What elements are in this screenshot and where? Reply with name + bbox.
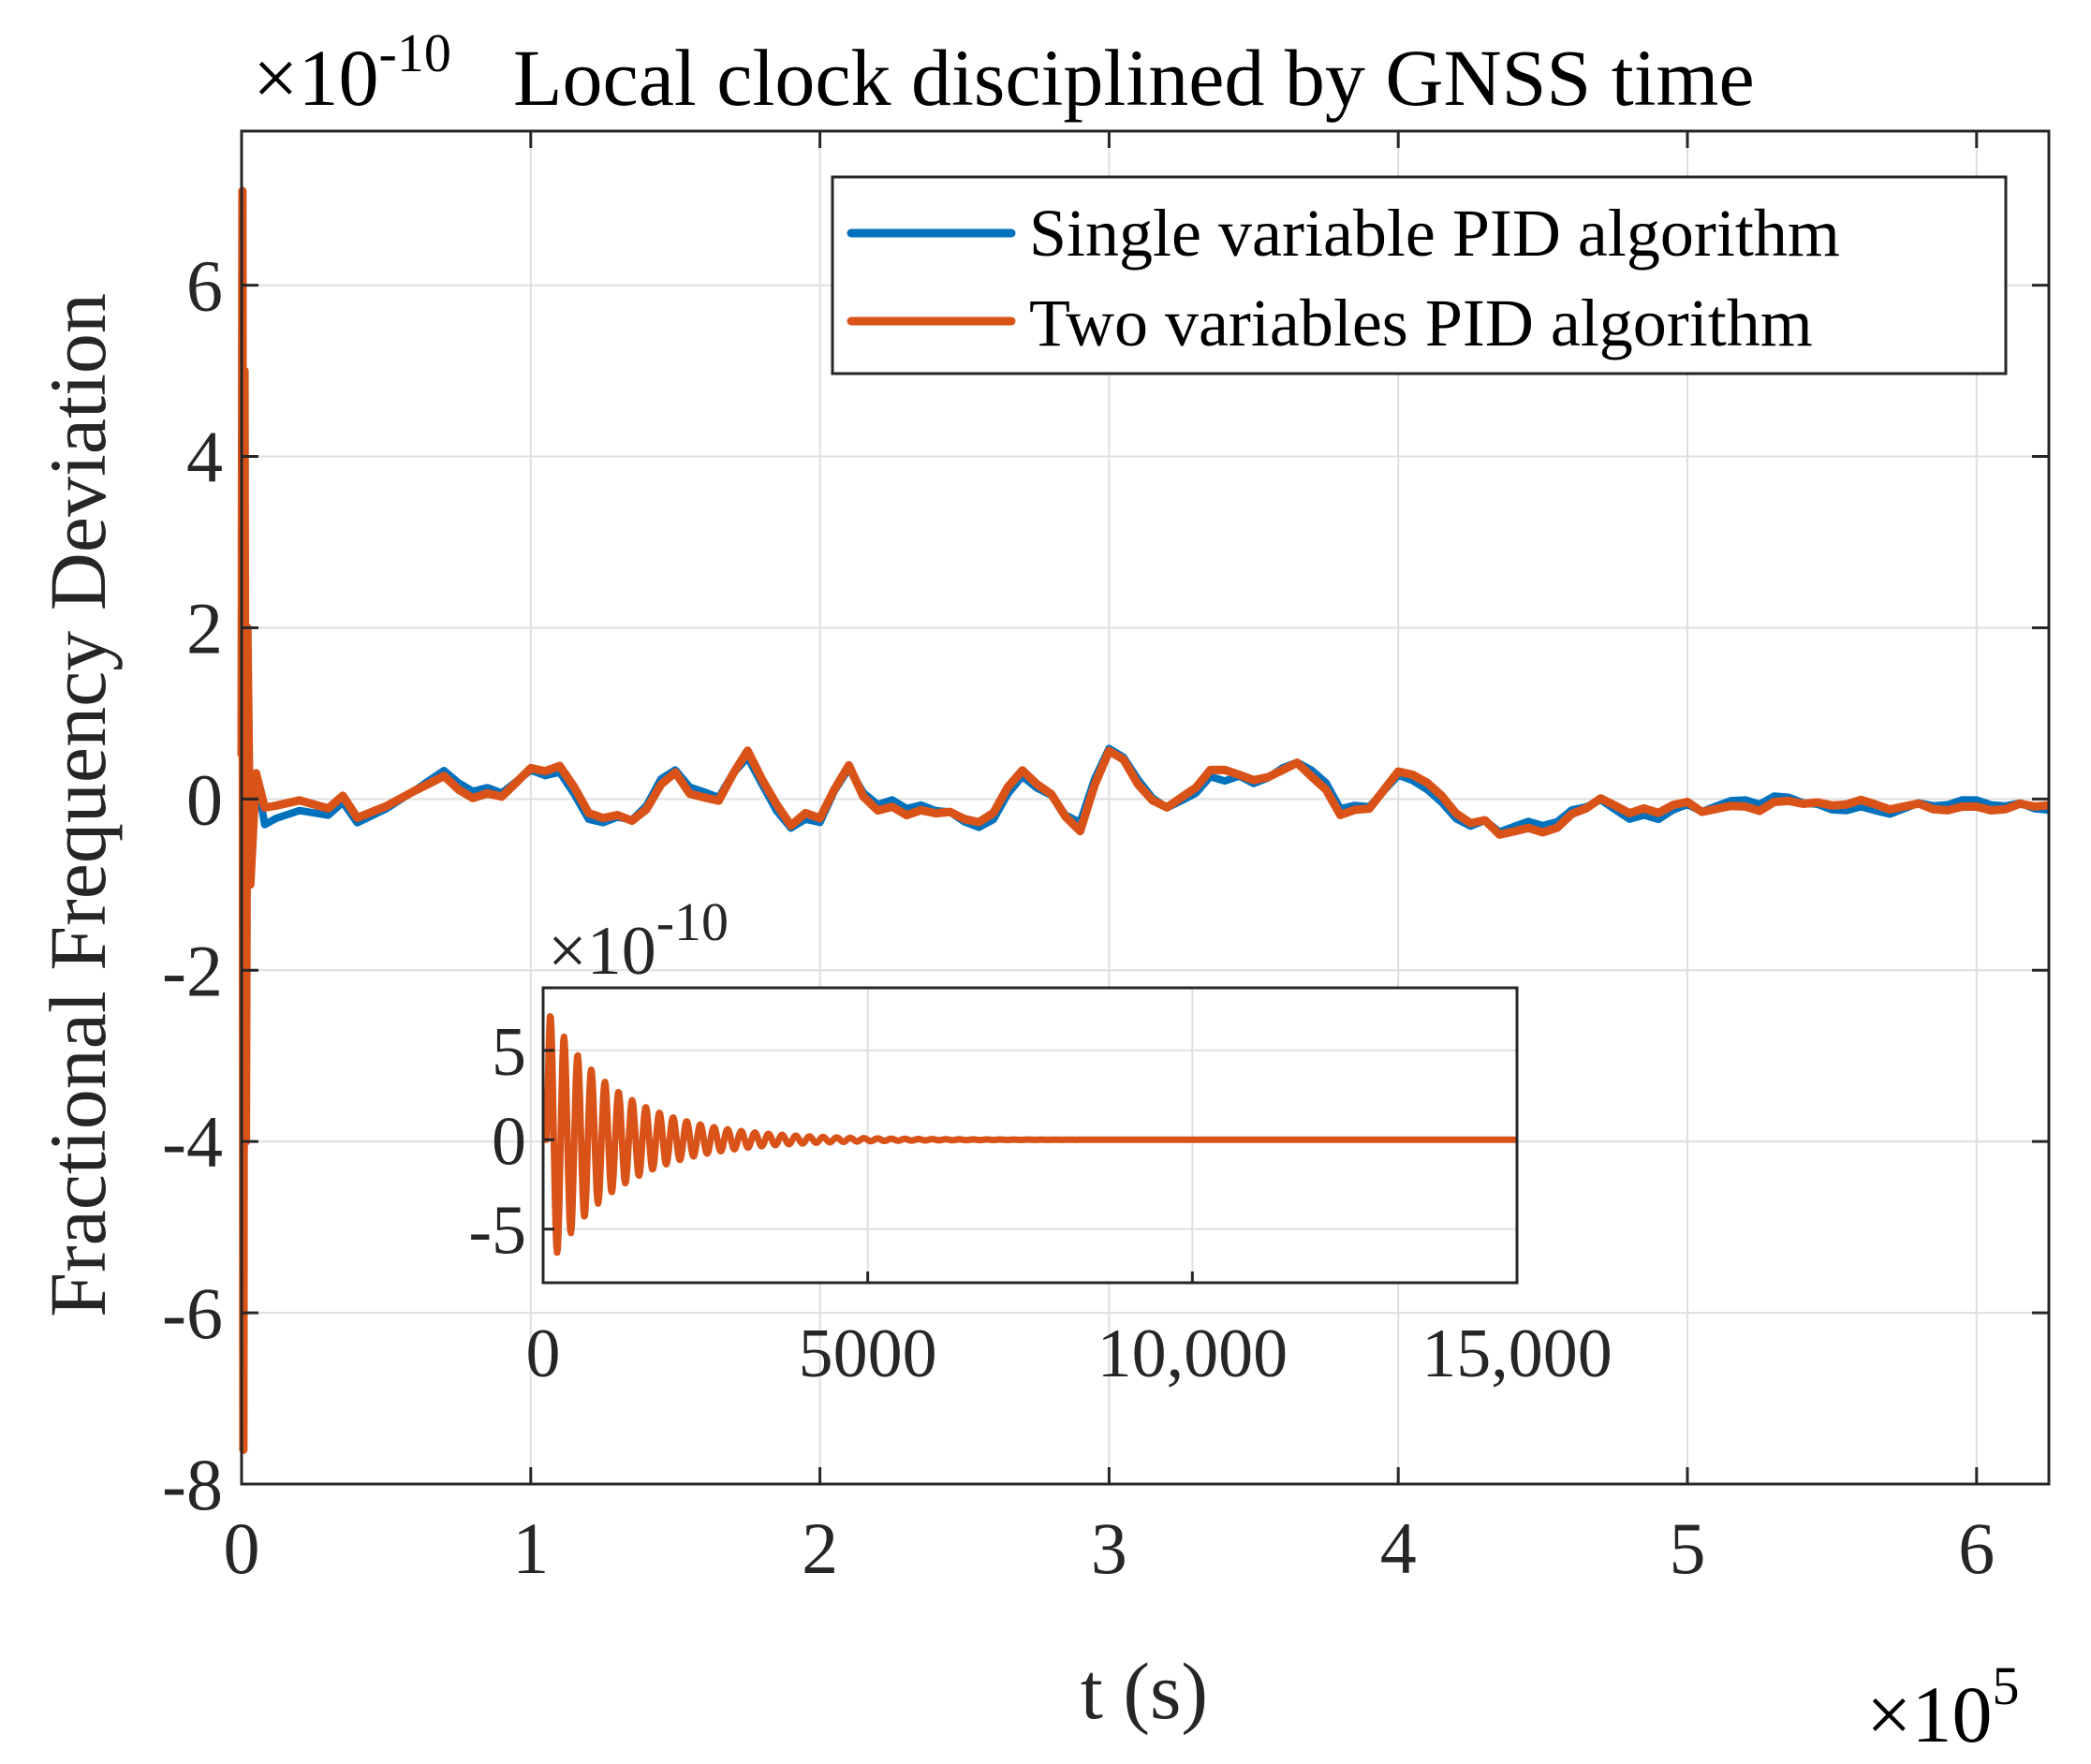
legend-label-two: Two variables PID algorithm bbox=[1029, 286, 1813, 360]
y-tick-label: 0 bbox=[186, 758, 223, 840]
chart-title: Local clock disciplined by GNSS time bbox=[513, 33, 1755, 123]
y-tick-label: -6 bbox=[162, 1272, 223, 1354]
inset-x-tick-label: 5000 bbox=[799, 1316, 937, 1392]
y-tick-label: -4 bbox=[162, 1101, 223, 1183]
x-exponent-power: 5 bbox=[1993, 1655, 2020, 1716]
legend-box bbox=[831, 175, 2008, 375]
x-tick-label: 6 bbox=[1958, 1507, 1995, 1589]
inset-y-exponent-base: ×10 bbox=[548, 913, 656, 990]
inset-y-exponent-power: -10 bbox=[656, 891, 729, 952]
y-axis-label: Fractional Frequency Deviation bbox=[33, 293, 123, 1317]
series-line-two bbox=[237, 186, 2050, 1454]
inset-y-tick-label: -5 bbox=[468, 1193, 526, 1270]
x-exponent: ×105 bbox=[1866, 1655, 2020, 1759]
inset-y-tick-label: 0 bbox=[492, 1103, 526, 1180]
y-tick-label: 6 bbox=[186, 245, 223, 327]
main-series bbox=[237, 186, 2050, 1454]
y-exponent-base: ×10 bbox=[253, 33, 379, 123]
inset-axes-frame bbox=[541, 986, 1519, 1285]
main-ticks: 0 1 2 3 4 5 6 -8 -6 -4 -2 0 2 4 6 bbox=[162, 131, 2049, 1589]
inset-x-tick-label: 0 bbox=[526, 1316, 561, 1392]
y-tick-label: 2 bbox=[186, 587, 223, 669]
x-axis-label: t (s) bbox=[1081, 1646, 1208, 1736]
inset-y-exponent: ×10-10 bbox=[548, 891, 729, 990]
inset-x-tick-label: 15,000 bbox=[1421, 1316, 1612, 1392]
inset-series bbox=[540, 1013, 1520, 1257]
legend: Single variable PID algorithm Two variab… bbox=[831, 175, 2008, 375]
x-tick-label: 4 bbox=[1380, 1507, 1417, 1589]
inset-y-tick-label: 5 bbox=[492, 1014, 526, 1091]
x-tick-label: 1 bbox=[512, 1507, 549, 1589]
main-axes-frame bbox=[240, 129, 2051, 1486]
y-tick-label: -8 bbox=[162, 1444, 223, 1525]
y-tick-label: -2 bbox=[162, 930, 223, 1011]
x-tick-label: 3 bbox=[1091, 1507, 1127, 1589]
inset-series-line-two bbox=[540, 1013, 1520, 1257]
y-exponent-power: -10 bbox=[379, 22, 451, 83]
x-exponent-base: ×10 bbox=[1866, 1669, 1993, 1759]
inset-ticks: 0 5000 10,000 15,000-505 bbox=[468, 1014, 1612, 1392]
x-tick-label: 0 bbox=[224, 1507, 260, 1589]
y-exponent: ×10-10 bbox=[253, 22, 451, 123]
x-tick-label: 2 bbox=[802, 1507, 838, 1589]
x-tick-label: 5 bbox=[1670, 1507, 1706, 1589]
legend-label-single: Single variable PID algorithm bbox=[1029, 196, 1840, 271]
y-tick-label: 4 bbox=[186, 417, 223, 498]
inset-x-tick-label: 10,000 bbox=[1097, 1316, 1288, 1392]
inset-plot: 0 5000 10,000 15,000-505 ×10-10 bbox=[468, 891, 1612, 1392]
